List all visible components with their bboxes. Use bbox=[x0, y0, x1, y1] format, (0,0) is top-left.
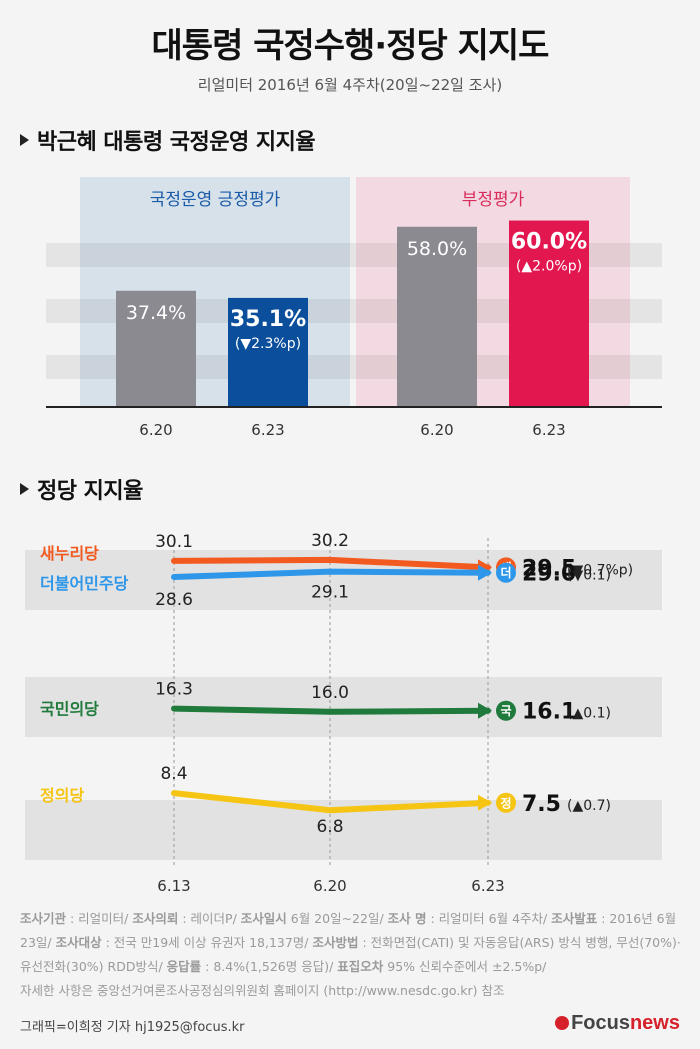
party-badge-text: 더 bbox=[500, 565, 511, 580]
party-line-chart: 6.136.206.23새누리당30.130.2새29.5(▼0.7%p)더불어… bbox=[25, 531, 662, 895]
footnote-value: : 2016년 6월 23일/ bbox=[20, 911, 677, 950]
footnote-key: 조사대상 bbox=[55, 935, 102, 950]
footnote-key: 조사발표 bbox=[551, 911, 598, 926]
party-badge bbox=[496, 562, 516, 583]
series-line bbox=[171, 705, 491, 715]
logo-news: news bbox=[629, 1012, 680, 1034]
footnote-source-line: 자세한 사항은 중앙선거여론조사공정심의위원회 홈페이지 (http://www… bbox=[20, 983, 505, 998]
bar bbox=[397, 226, 477, 407]
footnote-key: 조사기관 bbox=[20, 911, 67, 926]
triangle-icon bbox=[20, 134, 29, 146]
final-value: 7.5 bbox=[522, 792, 561, 817]
focusnews-logo: Focusnews bbox=[555, 1012, 680, 1035]
tick-label: 6.13 bbox=[157, 877, 190, 895]
series-name: 국민의당 bbox=[40, 700, 99, 719]
tick-label: 6.20 bbox=[313, 877, 346, 895]
change-label: (▲0.1) bbox=[567, 706, 611, 722]
page-subtitle: 리얼미터 2016년 6월 4주차(20일~22일 조사) bbox=[197, 76, 503, 94]
point-label: 28.6 bbox=[155, 590, 193, 610]
footnote-value: : 전국 만19세 이상 유권자 18,137명/ bbox=[101, 935, 313, 950]
point-label: 30.2 bbox=[311, 531, 349, 551]
arrowhead bbox=[478, 794, 492, 811]
footnote-value: : 전화면접(CATI) 및 자동응답(ARS) 방식 병행, 무선(70%)·… bbox=[20, 935, 681, 974]
party-badge bbox=[496, 700, 516, 721]
bar bbox=[116, 290, 196, 407]
footnote-value: : 레이더P/ bbox=[178, 911, 241, 926]
party-badge-text: 국 bbox=[500, 704, 511, 718]
arrowhead bbox=[478, 564, 492, 581]
section-title-approval: 박근혜 대통령 국정운영 지지율 bbox=[20, 124, 316, 156]
footnote-value: : 리얼미터/ bbox=[66, 911, 133, 926]
bar bbox=[509, 220, 589, 407]
logo-f: F bbox=[571, 1012, 584, 1034]
footnote-value: : 리얼미터 6월 4주차/ bbox=[426, 911, 552, 926]
footnote-line: 조사기관 : 리얼미터/ 조사의뢰 : 레이더P/ 조사일시 6월 20일~22… bbox=[20, 907, 684, 979]
band-bg bbox=[25, 677, 662, 737]
series-line bbox=[171, 556, 491, 571]
approval-bar-chart: 국정운영 긍정평가 부정평가 37.4% 6.20 35.1% (▼2.3%p) 6.23 5… bbox=[46, 177, 662, 439]
change-label: (▲2.0%p) bbox=[516, 259, 582, 275]
point-label: 29.1 bbox=[311, 583, 349, 603]
point-label: 30.1 bbox=[155, 532, 193, 552]
tick-label: 6.23 bbox=[532, 421, 565, 439]
party-badge-text: 정 bbox=[500, 795, 511, 810]
point-label: 6.8 bbox=[316, 817, 343, 837]
survey-footnote: 조사기관 : 리얼미터/ 조사의뢰 : 레이더P/ 조사일시 6월 20일~22… bbox=[20, 907, 684, 1003]
section-title-approval-text: 박근혜 대통령 국정운영 지지율 bbox=[37, 130, 316, 155]
footnote-key: 조사방법 bbox=[312, 935, 359, 950]
data-label: 60.0% bbox=[511, 230, 587, 255]
change-label: (▼0.1) bbox=[567, 568, 611, 584]
series-name: 정의당 bbox=[40, 786, 84, 805]
section-title-party-text: 정당 지지율 bbox=[37, 479, 143, 504]
data-label: 37.4% bbox=[126, 302, 186, 324]
data-label: 35.1% bbox=[230, 307, 306, 332]
change-label: (▲0.7) bbox=[567, 798, 611, 814]
final-value: 29.5 bbox=[522, 556, 576, 581]
point-label: 8.4 bbox=[160, 764, 187, 784]
tick-label: 6.23 bbox=[251, 421, 284, 439]
footnote-key: 조사의뢰 bbox=[132, 911, 179, 926]
series-line bbox=[171, 568, 491, 580]
point-label: 16.0 bbox=[311, 683, 349, 703]
tick-label: 6.23 bbox=[471, 877, 504, 895]
panel-title: 부정평가 bbox=[462, 190, 525, 210]
logo-mark-icon bbox=[555, 1016, 570, 1030]
footnote-value: 6월 20일~22일/ bbox=[286, 911, 388, 926]
triangle-icon bbox=[20, 483, 29, 495]
logo-ocus: ocus bbox=[583, 1012, 630, 1034]
change-label: (▼2.3%p) bbox=[235, 336, 301, 352]
panel-title: 국정운영 긍정평가 bbox=[150, 190, 281, 210]
final-value: 16.1 bbox=[522, 700, 576, 725]
tick-label: 6.20 bbox=[139, 421, 172, 439]
final-value: 29.0 bbox=[522, 562, 576, 587]
tick-label: 6.20 bbox=[420, 421, 453, 439]
graphic-credit: 그래픽=이희정 기자 hj1925@focus.kr bbox=[20, 1020, 245, 1035]
footnote-value: 95% 신뢰수준에서 ±2.5%p/ bbox=[383, 959, 547, 974]
series-name: 새누리당 bbox=[40, 544, 99, 563]
footnote-key: 조사일시 bbox=[240, 911, 287, 926]
footnote-key: 응답률 bbox=[166, 959, 202, 974]
section-title-party: 정당 지지율 bbox=[20, 473, 143, 505]
series-line bbox=[171, 790, 491, 814]
footnote-key: 표집오차 bbox=[337, 959, 384, 974]
arrowhead bbox=[478, 702, 492, 719]
page-title: 대통령 국정수행·정당 지지도 bbox=[151, 26, 550, 66]
footnote-value: : 8.4%(1,526명 응답)/ bbox=[201, 959, 338, 974]
series-name: 더불어민주당 bbox=[40, 574, 129, 593]
point-label: 16.3 bbox=[155, 680, 193, 700]
data-label: 58.0% bbox=[407, 238, 467, 260]
bar bbox=[228, 297, 308, 407]
footnote-key: 조사 명 bbox=[387, 911, 427, 926]
change-label: (▼0.7%p) bbox=[567, 562, 633, 578]
party-badge bbox=[496, 792, 516, 813]
